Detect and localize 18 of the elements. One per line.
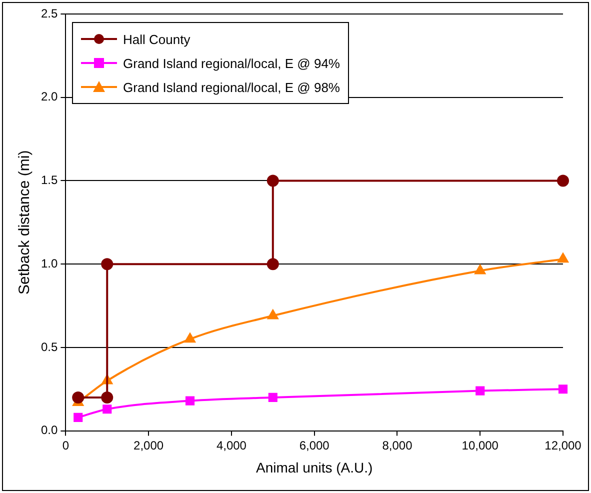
y-tick-label: 0.0 bbox=[40, 423, 58, 438]
y-tick-label: 1.5 bbox=[40, 173, 58, 188]
x-tick-label: 12,000 bbox=[544, 438, 582, 452]
y-tick-label: 1.0 bbox=[40, 256, 58, 270]
legend-label: Grand Island regional/local, E @ 94% bbox=[123, 56, 340, 70]
y-tick-label: 2.0 bbox=[40, 90, 58, 104]
x-tick-label: 2,000 bbox=[134, 438, 164, 452]
x-tick-label: 10,000 bbox=[462, 438, 499, 452]
y-axis-title: Setback distance (mi) bbox=[16, 150, 34, 295]
legend-label: Grand Island regional/local, E @ 98% bbox=[123, 80, 340, 94]
x-axis-title: Animal units (A.U.) bbox=[256, 459, 373, 476]
x-tick-label: 6,000 bbox=[299, 438, 330, 452]
legend-label: Hall County bbox=[123, 32, 190, 46]
x-tick-label: 8,000 bbox=[382, 438, 413, 452]
x-tick-label: 0 bbox=[62, 438, 70, 452]
y-tick-label: 0.5 bbox=[40, 340, 58, 354]
y-tick-label: 2.5 bbox=[40, 6, 58, 20]
x-tick-label: 4,000 bbox=[216, 438, 247, 452]
